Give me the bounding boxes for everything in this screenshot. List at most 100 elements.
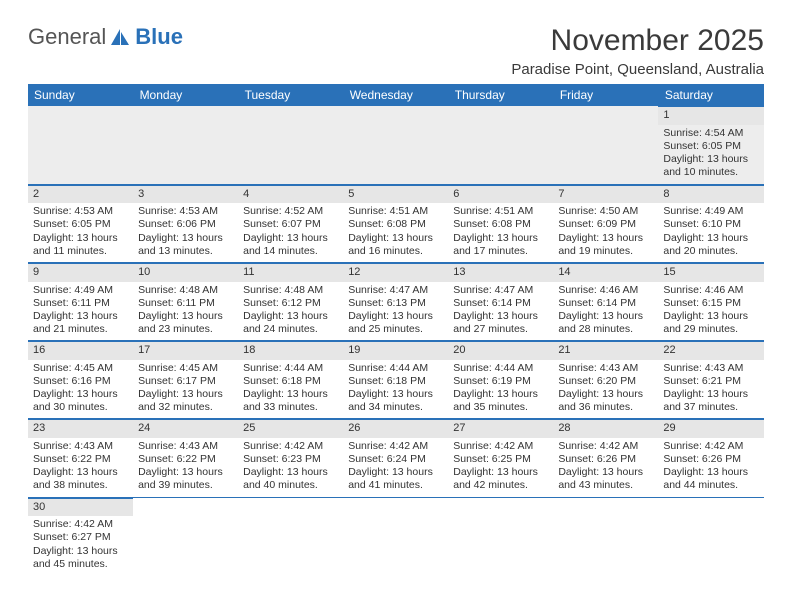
calendar-day-cell: 29Sunrise: 4:42 AMSunset: 6:26 PMDayligh… — [658, 419, 763, 497]
sunset-line: Sunset: 6:05 PM — [33, 218, 128, 231]
sunset-line: Sunset: 6:08 PM — [348, 218, 443, 231]
calendar-day-cell: 27Sunrise: 4:42 AMSunset: 6:25 PMDayligh… — [448, 419, 553, 497]
calendar-day-cell — [448, 106, 553, 184]
daylight-line: Daylight: 13 hours and 30 minutes. — [33, 388, 128, 414]
sunset-line: Sunset: 6:25 PM — [453, 453, 548, 466]
calendar-table: SundayMondayTuesdayWednesdayThursdayFrid… — [28, 84, 764, 575]
sunset-line: Sunset: 6:07 PM — [243, 218, 338, 231]
calendar-header-cell: Sunday — [28, 84, 133, 106]
calendar-day-cell — [658, 497, 763, 575]
sunset-line: Sunset: 6:08 PM — [453, 218, 548, 231]
calendar-week-row: 30Sunrise: 4:42 AMSunset: 6:27 PMDayligh… — [28, 497, 764, 575]
page-subtitle: Paradise Point, Queensland, Australia — [511, 61, 764, 78]
sunrise-line: Sunrise: 4:42 AM — [558, 440, 653, 453]
sunset-line: Sunset: 6:12 PM — [243, 297, 338, 310]
day-info: Sunrise: 4:48 AMSunset: 6:12 PMDaylight:… — [238, 282, 343, 341]
sunset-line: Sunset: 6:14 PM — [453, 297, 548, 310]
day-info: Sunrise: 4:54 AMSunset: 6:05 PMDaylight:… — [658, 125, 763, 184]
day-info: Sunrise: 4:43 AMSunset: 6:21 PMDaylight:… — [658, 360, 763, 419]
day-number: 4 — [238, 185, 343, 204]
daylight-line: Daylight: 13 hours and 41 minutes. — [348, 466, 443, 492]
daylight-line: Daylight: 13 hours and 17 minutes. — [453, 232, 548, 258]
logo-text-1: General — [28, 24, 106, 50]
day-info: Sunrise: 4:42 AMSunset: 6:26 PMDaylight:… — [658, 438, 763, 497]
sunrise-line: Sunrise: 4:50 AM — [558, 205, 653, 218]
sunrise-line: Sunrise: 4:42 AM — [453, 440, 548, 453]
daylight-line: Daylight: 13 hours and 23 minutes. — [138, 310, 233, 336]
daylight-line: Daylight: 13 hours and 19 minutes. — [558, 232, 653, 258]
sunset-line: Sunset: 6:22 PM — [138, 453, 233, 466]
sunset-line: Sunset: 6:23 PM — [243, 453, 338, 466]
daylight-line: Daylight: 13 hours and 10 minutes. — [663, 153, 758, 179]
sunrise-line: Sunrise: 4:45 AM — [33, 362, 128, 375]
calendar-day-cell — [28, 106, 133, 184]
calendar-day-cell: 14Sunrise: 4:46 AMSunset: 6:14 PMDayligh… — [553, 262, 658, 340]
day-info: Sunrise: 4:50 AMSunset: 6:09 PMDaylight:… — [553, 203, 658, 262]
daylight-line: Daylight: 13 hours and 40 minutes. — [243, 466, 338, 492]
sunrise-line: Sunrise: 4:43 AM — [138, 440, 233, 453]
sunset-line: Sunset: 6:05 PM — [663, 140, 758, 153]
sunrise-line: Sunrise: 4:43 AM — [558, 362, 653, 375]
calendar-header-cell: Saturday — [658, 84, 763, 106]
calendar-header-cell: Tuesday — [238, 84, 343, 106]
calendar-header-cell: Wednesday — [343, 84, 448, 106]
daylight-line: Daylight: 13 hours and 39 minutes. — [138, 466, 233, 492]
calendar-day-cell: 13Sunrise: 4:47 AMSunset: 6:14 PMDayligh… — [448, 262, 553, 340]
day-info: Sunrise: 4:47 AMSunset: 6:14 PMDaylight:… — [448, 282, 553, 341]
daylight-line: Daylight: 13 hours and 36 minutes. — [558, 388, 653, 414]
day-number: 24 — [133, 419, 238, 438]
day-number: 30 — [28, 498, 133, 517]
sunrise-line: Sunrise: 4:43 AM — [33, 440, 128, 453]
sunrise-line: Sunrise: 4:42 AM — [663, 440, 758, 453]
sunrise-line: Sunrise: 4:54 AM — [663, 127, 758, 140]
calendar-day-cell — [133, 497, 238, 575]
day-info: Sunrise: 4:49 AMSunset: 6:11 PMDaylight:… — [28, 282, 133, 341]
day-info: Sunrise: 4:53 AMSunset: 6:06 PMDaylight:… — [133, 203, 238, 262]
day-number: 23 — [28, 419, 133, 438]
sunset-line: Sunset: 6:09 PM — [558, 218, 653, 231]
day-number: 7 — [553, 185, 658, 204]
sunrise-line: Sunrise: 4:46 AM — [558, 284, 653, 297]
calendar-day-cell — [448, 497, 553, 575]
sunset-line: Sunset: 6:22 PM — [33, 453, 128, 466]
sunset-line: Sunset: 6:20 PM — [558, 375, 653, 388]
calendar-day-cell — [343, 106, 448, 184]
day-info: Sunrise: 4:45 AMSunset: 6:17 PMDaylight:… — [133, 360, 238, 419]
day-info: Sunrise: 4:42 AMSunset: 6:24 PMDaylight:… — [343, 438, 448, 497]
calendar-day-cell: 19Sunrise: 4:44 AMSunset: 6:18 PMDayligh… — [343, 341, 448, 419]
calendar-day-cell: 23 Sunrise: 4:43 AMSunset: 6:22 PMDayligh… — [28, 419, 133, 497]
sunrise-line: Sunrise: 4:42 AM — [33, 518, 128, 531]
calendar-day-cell: 8Sunrise: 4:49 AMSunset: 6:10 PMDaylight… — [658, 184, 763, 262]
calendar-day-cell — [238, 497, 343, 575]
day-info: Sunrise: 4:42 AMSunset: 6:23 PMDaylight:… — [238, 438, 343, 497]
sunset-line: Sunset: 6:27 PM — [33, 531, 128, 544]
logo: General Blue — [28, 24, 183, 50]
sunset-line: Sunset: 6:11 PM — [138, 297, 233, 310]
day-info: Sunrise: 4:42 AMSunset: 6:25 PMDaylight:… — [448, 438, 553, 497]
calendar-day-cell: 7Sunrise: 4:50 AMSunset: 6:09 PMDaylight… — [553, 184, 658, 262]
day-number: 25 — [238, 419, 343, 438]
calendar-day-cell: 5Sunrise: 4:51 AMSunset: 6:08 PMDaylight… — [343, 184, 448, 262]
calendar-header-cell: Thursday — [448, 84, 553, 106]
sunrise-line: Sunrise: 4:49 AM — [663, 205, 758, 218]
sunrise-line: Sunrise: 4:44 AM — [453, 362, 548, 375]
logo-sail-icon — [109, 27, 131, 47]
calendar-day-cell: 15Sunrise: 4:46 AMSunset: 6:15 PMDayligh… — [658, 262, 763, 340]
calendar-day-cell: 22Sunrise: 4:43 AMSunset: 6:21 PMDayligh… — [658, 341, 763, 419]
day-info: Sunrise: 4:52 AMSunset: 6:07 PMDaylight:… — [238, 203, 343, 262]
day-info: Sunrise: 4:51 AMSunset: 6:08 PMDaylight:… — [343, 203, 448, 262]
day-info: Sunrise: 4:53 AMSunset: 6:05 PMDaylight:… — [28, 203, 133, 262]
day-number: 20 — [448, 341, 553, 360]
day-info: Sunrise: 4:42 AMSunset: 6:27 PMDaylight:… — [28, 516, 133, 575]
sunrise-line: Sunrise: 4:51 AM — [453, 205, 548, 218]
daylight-line: Daylight: 13 hours and 38 minutes. — [33, 466, 128, 492]
sunrise-line: Sunrise: 4:46 AM — [663, 284, 758, 297]
calendar-day-cell: 1Sunrise: 4:54 AMSunset: 6:05 PMDaylight… — [658, 106, 763, 184]
sunrise-line: Sunrise: 4:44 AM — [243, 362, 338, 375]
day-number: 17 — [133, 341, 238, 360]
daylight-line: Daylight: 13 hours and 45 minutes. — [33, 545, 128, 571]
day-number: 27 — [448, 419, 553, 438]
day-number: 3 — [133, 185, 238, 204]
day-info: Sunrise: 4:44 AMSunset: 6:19 PMDaylight:… — [448, 360, 553, 419]
sunset-line: Sunset: 6:06 PM — [138, 218, 233, 231]
